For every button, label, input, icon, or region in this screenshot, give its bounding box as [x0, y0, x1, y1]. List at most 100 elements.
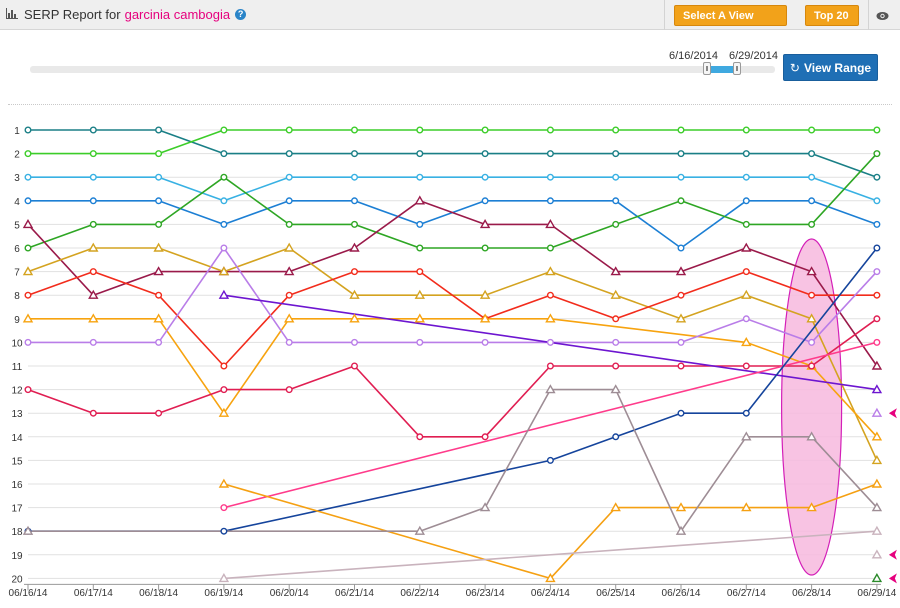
data-point	[675, 266, 687, 276]
keyword-link[interactable]: garcinia cambogia	[124, 7, 231, 22]
data-point	[416, 338, 424, 346]
data-point	[808, 338, 816, 346]
data-point	[677, 197, 685, 205]
data-point	[612, 433, 620, 441]
data-point	[873, 173, 881, 181]
data-point	[808, 291, 816, 299]
data-point	[808, 197, 816, 205]
data-point	[88, 289, 99, 299]
data-point	[675, 313, 687, 323]
data-point	[351, 220, 359, 228]
data-point	[873, 291, 881, 299]
data-point	[24, 197, 32, 205]
data-point	[351, 197, 359, 205]
data-point	[742, 315, 750, 323]
x-tick-label: 06/25/14	[596, 588, 635, 599]
data-point	[481, 173, 489, 181]
data-point	[153, 266, 164, 276]
top-count-button[interactable]: Top 20	[805, 5, 859, 39]
data-point	[545, 266, 556, 276]
data-point	[218, 266, 230, 276]
data-point	[479, 289, 491, 299]
data-point	[481, 150, 489, 158]
data-point	[873, 150, 881, 158]
y-tick-label: 13	[11, 409, 23, 420]
data-point	[742, 409, 750, 417]
data-point	[89, 126, 97, 134]
data-point	[610, 266, 621, 276]
slider-end-handle[interactable]	[733, 62, 741, 75]
data-point	[351, 268, 359, 276]
data-point	[22, 266, 34, 276]
select-range-button[interactable]: Select A View Range	[674, 5, 787, 42]
y-tick-label: 8	[14, 291, 20, 302]
y-tick-label: 17	[11, 504, 23, 515]
data-point	[349, 242, 360, 252]
data-point	[612, 362, 620, 370]
data-point	[220, 527, 228, 535]
data-point	[416, 268, 424, 276]
data-point	[416, 220, 424, 228]
x-tick-label: 06/16/14	[9, 588, 48, 599]
data-point	[351, 338, 359, 346]
series-line	[27, 318, 878, 438]
data-point	[220, 126, 228, 134]
data-point	[546, 244, 554, 252]
data-point	[89, 268, 97, 276]
data-point	[416, 433, 424, 441]
data-point	[155, 126, 163, 134]
data-point	[22, 313, 34, 323]
help-icon[interactable]: ?	[235, 9, 247, 20]
data-point	[285, 173, 293, 181]
data-point	[545, 572, 556, 583]
data-point	[153, 313, 164, 323]
data-point	[89, 197, 97, 205]
data-point	[414, 525, 426, 535]
data-point	[218, 572, 230, 583]
data-point	[806, 266, 817, 276]
data-point	[808, 150, 816, 158]
data-point	[414, 195, 426, 205]
range-end-label: 6/29/2014	[729, 50, 778, 62]
data-point	[873, 197, 881, 205]
data-point	[677, 244, 685, 252]
data-point	[220, 173, 228, 181]
edge-marker	[871, 549, 883, 559]
slider-start-handle[interactable]	[703, 62, 711, 75]
data-point	[546, 338, 554, 346]
x-tick-label: 06/20/14	[270, 588, 309, 599]
data-point	[610, 502, 621, 512]
range-start-label: 6/16/2014	[669, 50, 718, 62]
series-line	[27, 247, 878, 461]
y-tick-label: 20	[11, 574, 23, 585]
eye-icon[interactable]	[876, 8, 889, 26]
x-tick-label: 06/29/14	[857, 588, 896, 599]
y-tick-label: 19	[11, 551, 23, 562]
highlight-ellipse	[780, 238, 843, 576]
date-range-slider[interactable]	[30, 66, 775, 73]
x-tick-label: 06/22/14	[400, 588, 439, 599]
data-point	[218, 407, 230, 417]
data-point	[677, 409, 685, 417]
data-point	[808, 126, 816, 134]
data-point	[545, 218, 556, 229]
data-point	[873, 244, 881, 252]
data-point	[88, 242, 99, 252]
data-point	[220, 504, 228, 512]
bar-chart-icon	[6, 7, 18, 22]
data-point	[155, 197, 163, 205]
data-point	[481, 244, 489, 252]
data-point	[155, 409, 163, 417]
data-point	[612, 315, 620, 323]
data-point	[741, 431, 752, 441]
data-point	[285, 291, 293, 299]
data-point	[220, 150, 228, 158]
view-range-button[interactable]: ↻ View Range	[783, 54, 878, 81]
data-point	[871, 454, 883, 465]
data-point	[351, 173, 359, 181]
data-point	[806, 502, 817, 512]
data-point	[612, 220, 620, 228]
y-tick-label: 5	[14, 220, 20, 231]
series-line	[28, 129, 877, 155]
data-point	[479, 218, 491, 229]
